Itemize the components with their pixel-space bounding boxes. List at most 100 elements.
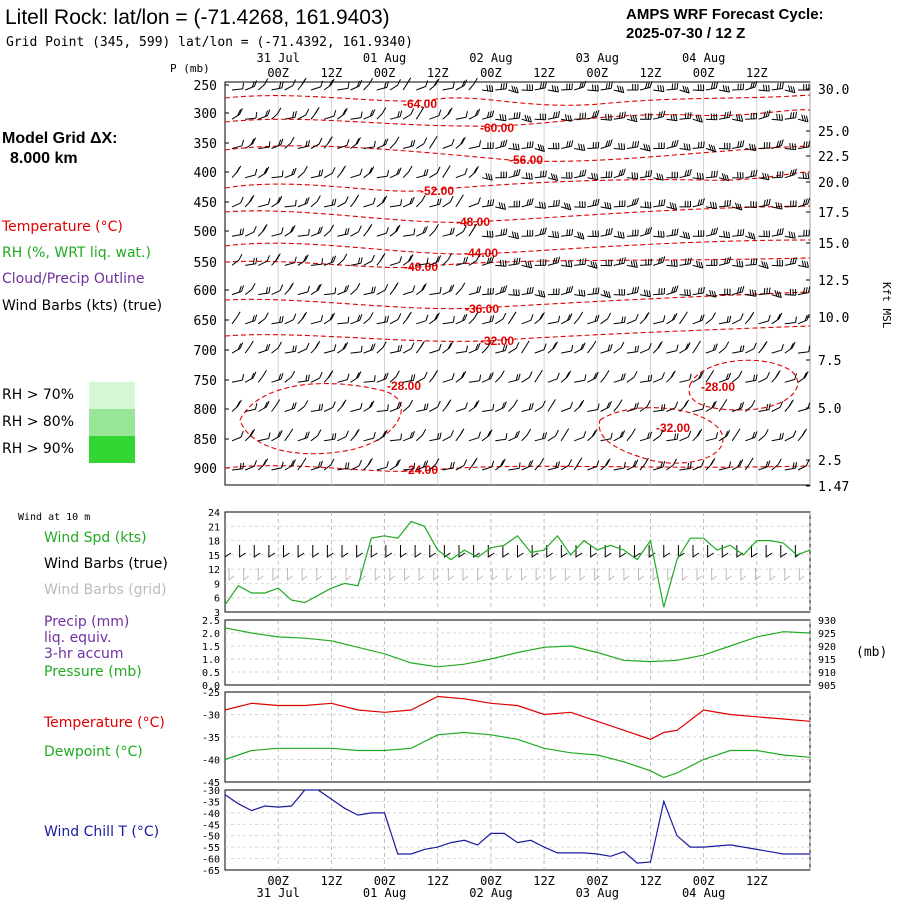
wind-barb xyxy=(429,370,439,383)
isotherm-label: -32.00 xyxy=(656,421,690,435)
pressure-tick-label: 600 xyxy=(194,284,217,299)
wind-barb xyxy=(468,400,480,412)
page-title: Litell Rock: lat/lon = (-71.4268, 161.94… xyxy=(5,6,390,29)
wind-barb xyxy=(666,344,679,354)
wind-barb xyxy=(284,313,297,325)
wind-barb xyxy=(297,228,310,237)
wind-barb xyxy=(429,78,440,91)
surface-wind-barb-true xyxy=(604,545,612,558)
wind-barb xyxy=(613,142,626,150)
wind-barb xyxy=(534,170,547,179)
y-tick-label: 925 xyxy=(818,629,836,640)
wind-barb xyxy=(626,114,638,123)
wind-barb xyxy=(600,401,612,412)
wind-barb xyxy=(337,430,349,442)
wind-barb xyxy=(363,166,375,179)
wind-barb xyxy=(574,289,586,297)
wind-barb xyxy=(771,458,782,471)
y-tick-label: 905 xyxy=(818,681,836,692)
surface-wind-barb-grid xyxy=(564,568,571,582)
wind-barb xyxy=(244,194,255,208)
wind-barb xyxy=(534,81,547,91)
wind-barb xyxy=(639,289,651,298)
wind-barb xyxy=(534,343,547,354)
wind-barb xyxy=(784,316,797,325)
height-tick-label: 2.5 xyxy=(818,454,841,469)
surface-wind-barb-grid xyxy=(462,568,469,582)
wind-barb xyxy=(231,82,244,91)
panel-legend-label: 3-hr accum xyxy=(44,646,124,662)
wind-barb xyxy=(692,286,705,296)
wind-barb xyxy=(719,288,731,296)
wind-barb xyxy=(416,403,429,412)
surface-wind-barb-grid xyxy=(345,568,352,582)
wind-barb xyxy=(534,227,547,237)
wind-barb xyxy=(653,110,666,120)
wind-barb xyxy=(350,459,363,471)
height-tick-label: 1.47 xyxy=(818,480,849,495)
y-tick-label: 12 xyxy=(208,565,220,576)
wind-barb xyxy=(561,114,572,122)
wind-barb xyxy=(429,109,442,120)
wind-barb xyxy=(600,259,612,267)
wind-barb xyxy=(442,253,453,266)
isotherm-label: -48.00 xyxy=(456,215,490,229)
wind-barb xyxy=(758,110,771,120)
wind-barb xyxy=(389,136,400,149)
wind-barb xyxy=(284,136,295,149)
wind-barb xyxy=(482,230,494,238)
rh-legend-label: RH > 90% xyxy=(2,441,74,457)
y-tick-label: 2.5 xyxy=(202,616,220,627)
wind-barb xyxy=(718,230,731,239)
wind-barb xyxy=(271,81,284,91)
wind-barb xyxy=(758,314,771,325)
surface-wind-barb-true xyxy=(721,545,729,558)
wind-barb xyxy=(758,198,771,208)
wind-barb xyxy=(666,370,676,383)
wind-barb xyxy=(587,460,600,471)
wind-barb xyxy=(534,201,546,209)
wind-barb xyxy=(350,168,363,179)
surface-wind-barb-grid xyxy=(798,568,805,582)
hour-label-bottom: 00Z xyxy=(586,874,608,888)
wind-barb xyxy=(508,112,521,120)
wind-barb xyxy=(244,371,257,383)
wind-barb xyxy=(284,345,297,354)
wind-barb xyxy=(455,111,468,120)
y-tick-label: 910 xyxy=(818,668,836,679)
surface-wind-barb-true xyxy=(780,545,788,558)
wind-barb xyxy=(337,284,350,296)
wind-barb xyxy=(468,311,479,325)
wind-barb xyxy=(587,109,600,120)
wind-barb xyxy=(231,196,244,208)
surface-wind-barb-grid xyxy=(681,568,688,582)
wind-barb xyxy=(797,140,811,149)
surface-wind-barb-grid xyxy=(228,568,235,582)
wind-barb xyxy=(639,143,651,152)
wind-barb xyxy=(600,458,611,471)
wind-barb xyxy=(797,197,811,208)
wind-barb xyxy=(771,259,784,267)
wind-barb xyxy=(547,315,561,325)
wind-barb xyxy=(310,315,324,325)
wind-barb xyxy=(705,170,718,179)
wind-barb xyxy=(455,282,466,295)
surface-wind-barb-grid xyxy=(755,568,761,582)
isotherm-contours xyxy=(224,94,811,472)
wind-barb xyxy=(284,199,297,208)
wind-barb xyxy=(482,142,494,149)
wind-barb xyxy=(744,457,754,471)
wind-barb xyxy=(521,459,534,471)
wind-barb xyxy=(784,111,797,120)
wind-barb xyxy=(692,340,701,354)
field-legend-item: RH (%, WRT liq. wat.) xyxy=(2,245,151,261)
wind-barb xyxy=(297,197,310,208)
surface-wind-barb-grid xyxy=(301,568,308,582)
wind-barb xyxy=(244,340,254,354)
wind-barb xyxy=(745,258,758,266)
wind-barb xyxy=(679,200,691,208)
height-tick-label: 10.0 xyxy=(818,311,849,326)
wind-barb xyxy=(639,226,653,237)
wind-barb xyxy=(771,82,784,91)
